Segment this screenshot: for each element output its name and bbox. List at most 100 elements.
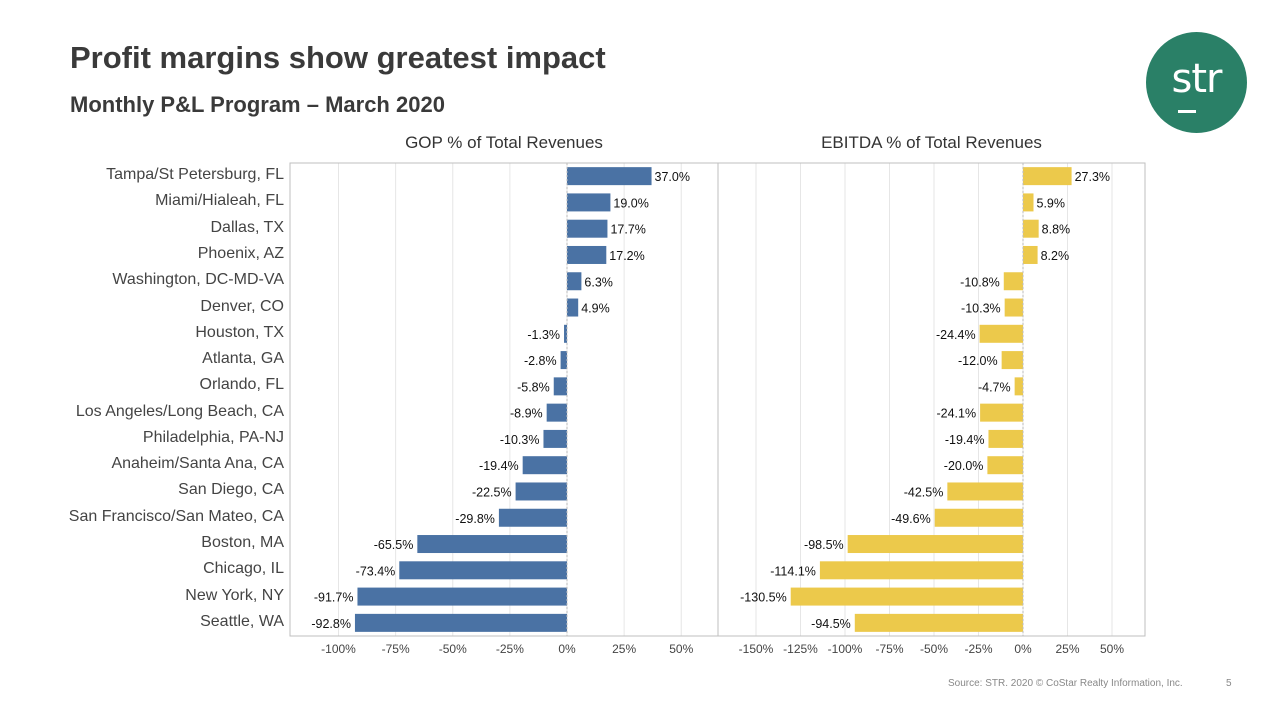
gop-tick-label: 25%	[612, 642, 636, 656]
gop-value-label: 17.7%	[610, 223, 645, 237]
ebitda-tick-label: -100%	[828, 642, 863, 656]
ebitda-value-label: -98.5%	[804, 538, 844, 552]
gop-bar	[567, 167, 652, 186]
ebitda-value-label: 8.2%	[1041, 249, 1070, 263]
gop-bar	[354, 613, 567, 632]
page-number: 5	[1226, 678, 1232, 689]
gop-value-label: 19.0%	[613, 196, 648, 210]
gop-value-label: -65.5%	[374, 538, 414, 552]
market-label: Tampa/St Petersburg, FL	[106, 166, 284, 184]
ebitda-tick-label: 50%	[1100, 642, 1124, 656]
market-label: Washington, DC-MD-VA	[112, 271, 284, 289]
gop-bar	[560, 351, 567, 370]
ebitda-tick-label: -50%	[920, 642, 948, 656]
gop-value-label: 4.9%	[581, 302, 610, 316]
market-label: Houston, TX	[195, 323, 284, 341]
gop-bar	[564, 324, 567, 343]
gop-value-label: -29.8%	[455, 512, 495, 526]
gop-bar	[553, 377, 567, 396]
ebitda-chart-title: EBITDA % of Total Revenues	[821, 133, 1042, 152]
ebitda-value-label: -10.8%	[960, 275, 1000, 289]
market-label: Los Angeles/Long Beach, CA	[75, 402, 284, 420]
ebitda-value-label: -24.4%	[936, 328, 976, 342]
gop-tick-label: -25%	[496, 642, 524, 656]
page-subtitle: Monthly P&L Program – March 2020	[70, 92, 445, 117]
gop-value-label: -10.3%	[500, 433, 540, 447]
market-label: Boston, MA	[201, 534, 284, 552]
ebitda-tick-label: -75%	[875, 642, 903, 656]
market-label: Phoenix, AZ	[197, 244, 284, 262]
str-logo-underline	[1178, 110, 1196, 113]
gop-bar	[567, 298, 579, 317]
gop-tick-label: -50%	[439, 642, 467, 656]
ebitda-bar	[987, 456, 1023, 475]
market-label: Seattle, WA	[200, 612, 284, 630]
ebitda-value-label: -114.1%	[770, 564, 816, 578]
gop-bar	[546, 403, 567, 422]
ebitda-value-label: -4.7%	[978, 380, 1011, 394]
ebitda-bar	[979, 324, 1023, 343]
gop-value-label: 6.3%	[584, 275, 613, 289]
gop-tick-label: -75%	[382, 642, 410, 656]
gop-value-label: 37.0%	[655, 170, 690, 184]
ebitda-bar	[980, 403, 1023, 422]
gop-bar	[515, 482, 567, 501]
market-label: Denver, CO	[200, 297, 284, 315]
ebitda-bar	[1023, 167, 1072, 186]
gop-value-label: -8.9%	[510, 407, 543, 421]
ebitda-value-label: 8.8%	[1042, 223, 1071, 237]
ebitda-plot-frame	[717, 162, 1146, 637]
gop-bar	[399, 561, 567, 580]
gop-bar	[567, 245, 607, 264]
str-logo: str	[1146, 32, 1247, 133]
gop-value-label: -19.4%	[479, 459, 519, 473]
market-label: Orlando, FL	[199, 376, 284, 394]
gop-tick-label: 50%	[669, 642, 693, 656]
ebitda-bar	[1023, 193, 1034, 212]
market-label: San Diego, CA	[178, 481, 284, 499]
ebitda-value-label: -49.6%	[891, 512, 931, 526]
str-logo-text: str	[1171, 56, 1223, 102]
gop-bar	[543, 429, 567, 448]
ebitda-bar	[934, 508, 1023, 527]
gop-value-label: 17.2%	[609, 249, 644, 263]
ebitda-tick-label: -25%	[964, 642, 992, 656]
ebitda-value-label: -130.5%	[740, 591, 787, 605]
ebitda-bar	[790, 587, 1023, 606]
market-label: Miami/Hialeah, FL	[155, 192, 284, 210]
market-label: Philadelphia, PA-NJ	[142, 428, 284, 446]
gop-bar	[357, 587, 567, 606]
source-note: Source: STR. 2020 © CoStar Realty Inform…	[948, 678, 1183, 689]
ebitda-bar	[1023, 219, 1039, 238]
ebitda-bar	[847, 535, 1023, 554]
market-label: New York, NY	[185, 586, 284, 604]
market-label: Chicago, IL	[203, 560, 284, 578]
gop-value-label: -91.7%	[314, 591, 354, 605]
gop-value-label: -1.3%	[527, 328, 560, 342]
gop-chart-title: GOP % of Total Revenues	[405, 133, 603, 152]
gop-value-label: -22.5%	[472, 485, 512, 499]
market-label: Atlanta, GA	[202, 350, 284, 368]
gop-bar	[567, 219, 608, 238]
ebitda-value-label: -20.0%	[944, 459, 984, 473]
gop-bar	[498, 508, 567, 527]
ebitda-value-label: 27.3%	[1075, 170, 1110, 184]
ebitda-bar	[988, 429, 1023, 448]
ebitda-bar	[854, 613, 1023, 632]
ebitda-bar	[819, 561, 1023, 580]
gop-value-label: -92.8%	[311, 617, 351, 631]
ebitda-tick-label: 0%	[1014, 642, 1032, 656]
ebitda-bar	[947, 482, 1023, 501]
gop-value-label: -73.4%	[356, 564, 396, 578]
ebitda-tick-label: 25%	[1055, 642, 1079, 656]
ebitda-bar	[1001, 351, 1023, 370]
market-label: Dallas, TX	[210, 218, 284, 236]
gop-value-label: -2.8%	[524, 354, 557, 368]
ebitda-tick-label: -150%	[739, 642, 774, 656]
ebitda-bar	[1003, 272, 1023, 291]
market-label: Anaheim/Santa Ana, CA	[111, 455, 284, 473]
ebitda-value-label: -10.3%	[961, 302, 1001, 316]
ebitda-bar	[1014, 377, 1023, 396]
gop-bar	[567, 193, 611, 212]
